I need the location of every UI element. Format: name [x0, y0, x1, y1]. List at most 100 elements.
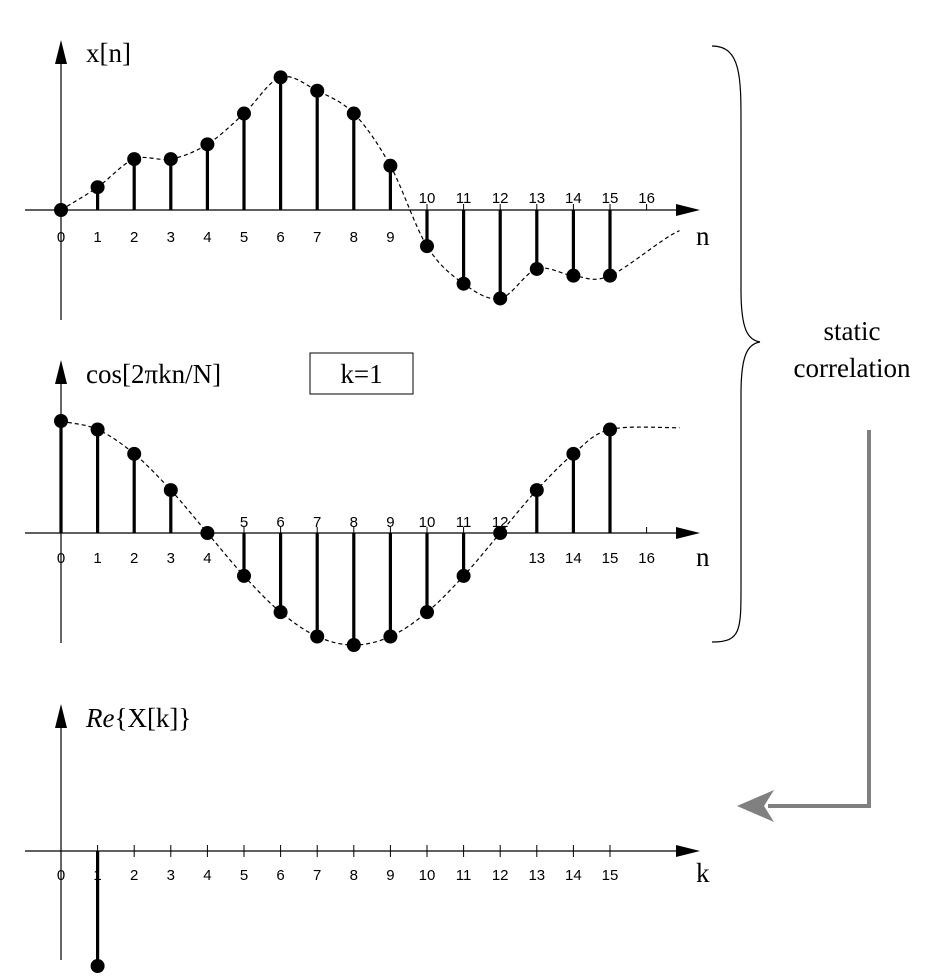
xn-tick-label-1: 1 [93, 229, 101, 246]
xn-tick-label-7: 7 [313, 229, 321, 246]
xn-tick-label-2: 2 [130, 229, 138, 246]
cos-sample-2 [127, 446, 142, 461]
rexk-y-axis-arrowhead [55, 704, 67, 728]
xn-tick-label-5: 5 [240, 229, 248, 246]
cos-tick-label-12: 12 [492, 514, 509, 531]
xn-sample-4 [200, 137, 215, 152]
rexk-tick-label-0: 0 [57, 867, 65, 884]
xn-sample-7 [310, 83, 325, 98]
rexk-plot-title: Re{X[k]} [85, 703, 191, 733]
cos-sample-14 [566, 446, 581, 461]
xn-tick-label-13: 13 [528, 190, 545, 207]
xn-tick-label-9: 9 [386, 229, 394, 246]
cos-stems [54, 414, 617, 652]
cos-tick-label-8: 8 [350, 514, 358, 531]
rexk-tick-label-6: 6 [276, 867, 284, 884]
cos-sample-11 [456, 568, 471, 583]
cos-sample-13 [529, 483, 544, 498]
cos-tick-label-11: 11 [456, 514, 472, 531]
cos-tick-label-5: 5 [240, 514, 248, 531]
xn-tick-label-12: 12 [492, 190, 509, 207]
cos-y-axis-arrowhead [55, 360, 67, 384]
xn-plot: x[n] n 0 1 2 3 4 5 6 7 8 910 11 12 13 14 15 16 [25, 38, 710, 320]
xn-tick-label-0: 0 [57, 229, 65, 246]
xn-tick-label-16: 16 [638, 190, 655, 207]
cos-sample-5 [237, 568, 251, 583]
cos-sample-7 [310, 629, 325, 644]
xn-sample-14 [566, 268, 581, 283]
cos-tick-label-7: 7 [313, 514, 321, 531]
xn-y-axis-arrowhead [55, 40, 67, 64]
xn-sample-11 [456, 276, 471, 291]
cos-sample-1 [90, 422, 105, 437]
xn-sample-10 [420, 239, 434, 254]
cos-sample-3 [163, 483, 178, 498]
rexk-x-axis-arrowhead [676, 845, 700, 857]
rexk-tick-label-12: 12 [492, 867, 509, 884]
cos-x-ticks [97, 527, 648, 533]
cos-x-axis-arrowhead [676, 527, 700, 539]
xn-tick-label-10: 10 [419, 190, 436, 207]
xn-tick-label-11: 11 [456, 190, 472, 207]
xn-sample-5 [237, 106, 251, 121]
cos-tick-label-1: 1 [93, 550, 101, 567]
k-value-box [309, 352, 414, 395]
cos-x-axis-label: n [696, 542, 710, 572]
xn-tick-label-8: 8 [350, 229, 358, 246]
xn-sample-12 [493, 291, 508, 306]
xn-sample-8 [346, 106, 361, 121]
cos-sample-9 [383, 629, 398, 644]
cos-sample-10 [420, 605, 434, 620]
cos-sample-15 [603, 422, 617, 437]
rexk-tick-label-15: 15 [602, 867, 619, 884]
rexk-tick-label-10: 10 [419, 867, 436, 884]
rexk-tick-label-9: 9 [386, 867, 394, 884]
xn-stems [54, 70, 617, 306]
cos-sample-8 [346, 638, 361, 652]
cos-tick-label-3: 3 [167, 550, 175, 567]
cos-sample-4 [200, 526, 215, 540]
rexk-stems [90, 851, 105, 973]
xn-sample-2 [127, 152, 142, 167]
rexk-x-ticks [97, 845, 611, 857]
xn-tick-label-15: 15 [602, 190, 619, 207]
xn-sample-15 [603, 268, 617, 283]
rexk-tick-label-5: 5 [240, 867, 248, 884]
result-arrow [768, 430, 871, 808]
cos-tick-label-14: 14 [565, 550, 582, 567]
annotation-line-2: correlation [794, 353, 911, 383]
rexk-tick-label-3: 3 [167, 867, 175, 884]
rexk-tick-label-4: 4 [203, 867, 211, 884]
rexk-title-rest: {X[k]} [114, 703, 191, 733]
cos-plot-title: cos[2πkn/N] [86, 359, 221, 389]
cos-sample-0 [54, 414, 68, 428]
xn-tick-label-4: 4 [203, 229, 211, 246]
xn-x-axis-arrowhead [676, 204, 700, 216]
xn-sample-1 [90, 180, 105, 195]
rexk-tick-label-8: 8 [350, 867, 358, 884]
rexk-tick-label-11: 11 [456, 867, 472, 884]
xn-envelope-curve [60, 75, 680, 300]
cos-tick-label-0: 0 [57, 550, 65, 567]
result-arrowhead [737, 790, 774, 822]
rexk-tick-label-2: 2 [130, 867, 138, 884]
xn-sample-0 [54, 203, 68, 217]
xn-tick-labels: 0 1 2 3 4 5 6 7 8 910 11 12 13 14 15 16 [57, 190, 655, 246]
cos-tick-label-13: 13 [528, 550, 545, 567]
cos-tick-label-15: 15 [602, 550, 619, 567]
xn-plot-title: x[n] [86, 38, 131, 68]
cos-sample-6 [273, 605, 288, 620]
rexk-tick-label-14: 14 [565, 867, 582, 884]
rexk-tick-label-13: 13 [528, 867, 545, 884]
xn-sample-6 [273, 70, 288, 85]
xn-tick-label-6: 6 [276, 229, 284, 246]
curly-brace [711, 45, 761, 643]
cos-tick-label-2: 2 [130, 550, 138, 567]
cos-tick-label-6: 6 [276, 514, 284, 531]
cos-tick-label-10: 10 [419, 514, 436, 531]
annotation-line-1: static [824, 316, 881, 346]
